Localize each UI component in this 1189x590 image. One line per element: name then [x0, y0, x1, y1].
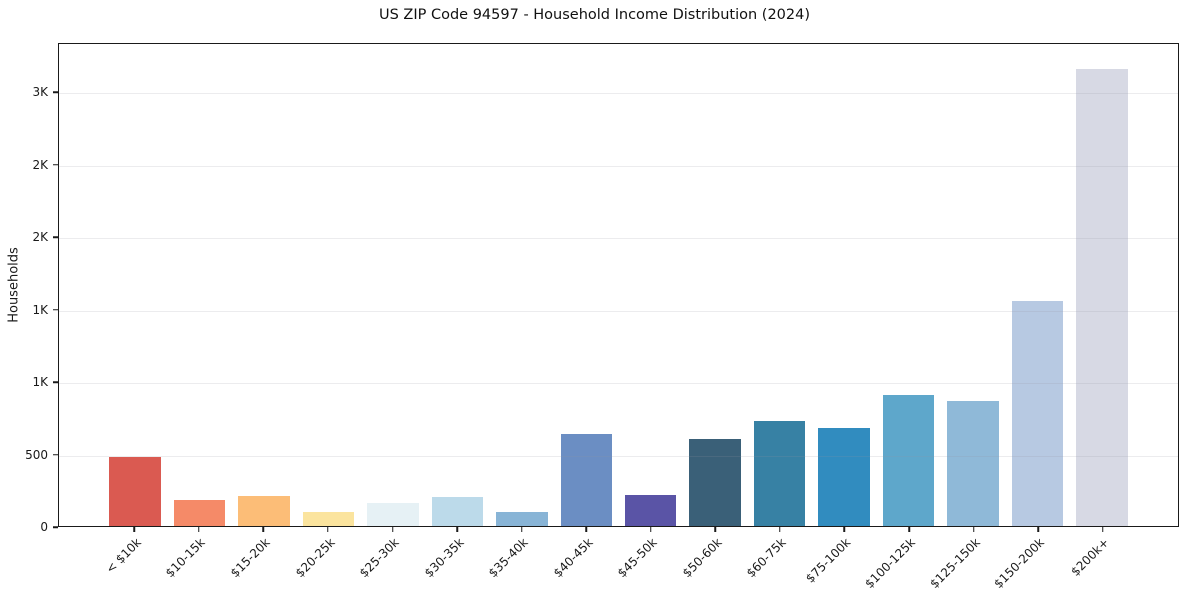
x-axis: < $10k $10-15k $15-20k $20-25k $25-30k $30-35…	[58, 527, 1179, 590]
bar-slot	[619, 44, 683, 526]
x-tick-label: $50-60k	[679, 535, 725, 581]
x-tick-mark	[133, 527, 136, 532]
x-tick-label: $125-150k	[927, 535, 983, 590]
x-tick-mark	[908, 527, 910, 532]
bar-slot	[232, 44, 296, 526]
x-tick-mark	[327, 527, 329, 532]
bar-$15-20k	[238, 496, 290, 526]
x-tick-mark	[456, 527, 458, 532]
y-tick-label: 0	[40, 520, 48, 534]
bar-slot	[683, 44, 747, 526]
bar-slot	[1070, 44, 1134, 526]
bar-$40-45k	[560, 434, 613, 526]
bar-$75-100k	[818, 427, 870, 526]
bar-$60-75k	[753, 420, 806, 526]
bar-slot	[554, 44, 618, 526]
x-tick-mark	[585, 527, 587, 532]
y-tick-label: 2K	[32, 230, 48, 245]
y-tick-label: 3K	[32, 85, 48, 100]
bar-$100-125k	[882, 395, 935, 526]
x-tick-label: $20-25k	[292, 535, 338, 581]
x-tick-label: $40-45k	[550, 535, 596, 581]
x-tick-mark	[391, 527, 394, 532]
x-tick-mark	[198, 527, 200, 532]
x-tick-mark	[650, 527, 652, 532]
bar-slot	[876, 44, 940, 526]
x-tick-mark	[1101, 527, 1104, 532]
y-tick-label: 1K	[32, 375, 48, 390]
bar-$200k+	[1076, 68, 1128, 526]
y-tick-label: 2K	[32, 157, 48, 172]
x-tick-mark	[843, 527, 846, 532]
bar-slot	[103, 44, 167, 526]
x-tick-label: $75-100k	[803, 535, 854, 586]
y-tick-mark	[53, 381, 58, 383]
y-tick-label: 1K	[32, 302, 48, 317]
bar-$25-30k	[367, 502, 419, 526]
bar-slot	[490, 44, 554, 526]
x-tick-mark	[1037, 527, 1039, 532]
y-tick-mark	[53, 308, 58, 311]
x-tick-label: < $10k	[102, 535, 144, 577]
bar-slot	[941, 44, 1005, 526]
x-tick-label: $45-50k	[615, 535, 660, 581]
x-tick-mark	[714, 527, 717, 532]
x-tick-label: $100-125k	[862, 535, 919, 590]
x-tick-label: $25-30k	[356, 535, 402, 581]
x-tick-label: $15-20k	[227, 535, 273, 581]
bar-$45-50k	[624, 494, 677, 526]
x-tick-label: $150-200k	[991, 535, 1048, 590]
bar-slot	[425, 44, 489, 526]
bar-slot	[296, 44, 360, 526]
x-tick-label: $30-35k	[421, 535, 467, 581]
x-tick-label: $60-75k	[744, 535, 790, 581]
x-tick-label: $200k+	[1068, 535, 1112, 579]
y-tick-mark	[53, 453, 58, 456]
x-tick-label: $10-15k	[163, 535, 209, 581]
bar-< $10k	[109, 456, 161, 526]
x-tick-mark	[779, 527, 781, 532]
bar-slot	[1005, 44, 1069, 526]
chart-title: US ZIP Code 94597 - Household Income Dis…	[378, 7, 811, 23]
bar-slot	[812, 44, 876, 526]
bar-slot	[747, 44, 811, 526]
x-tick-mark	[520, 527, 523, 532]
y-tick-mark	[53, 163, 58, 166]
bar-$20-25k	[302, 511, 355, 526]
bar-$150-200k	[1011, 300, 1064, 526]
y-tick-mark	[53, 91, 58, 94]
y-tick-mark	[53, 526, 58, 528]
y-tick-mark	[53, 236, 58, 238]
bar-$30-35k	[431, 497, 484, 526]
bar-$125-150k	[947, 401, 999, 526]
y-tick-label: 500	[25, 447, 48, 462]
bar-$50-60k	[689, 439, 741, 526]
plot-area	[58, 43, 1179, 527]
x-tick-label: $35-40k	[485, 535, 531, 581]
x-tick-mark	[972, 527, 975, 532]
bar-$35-40k	[496, 511, 548, 526]
bar-$10-15k	[173, 500, 226, 526]
bar-slot	[361, 44, 425, 526]
bar-slot	[167, 44, 231, 526]
x-tick-mark	[262, 527, 265, 532]
bars-container	[59, 44, 1178, 526]
